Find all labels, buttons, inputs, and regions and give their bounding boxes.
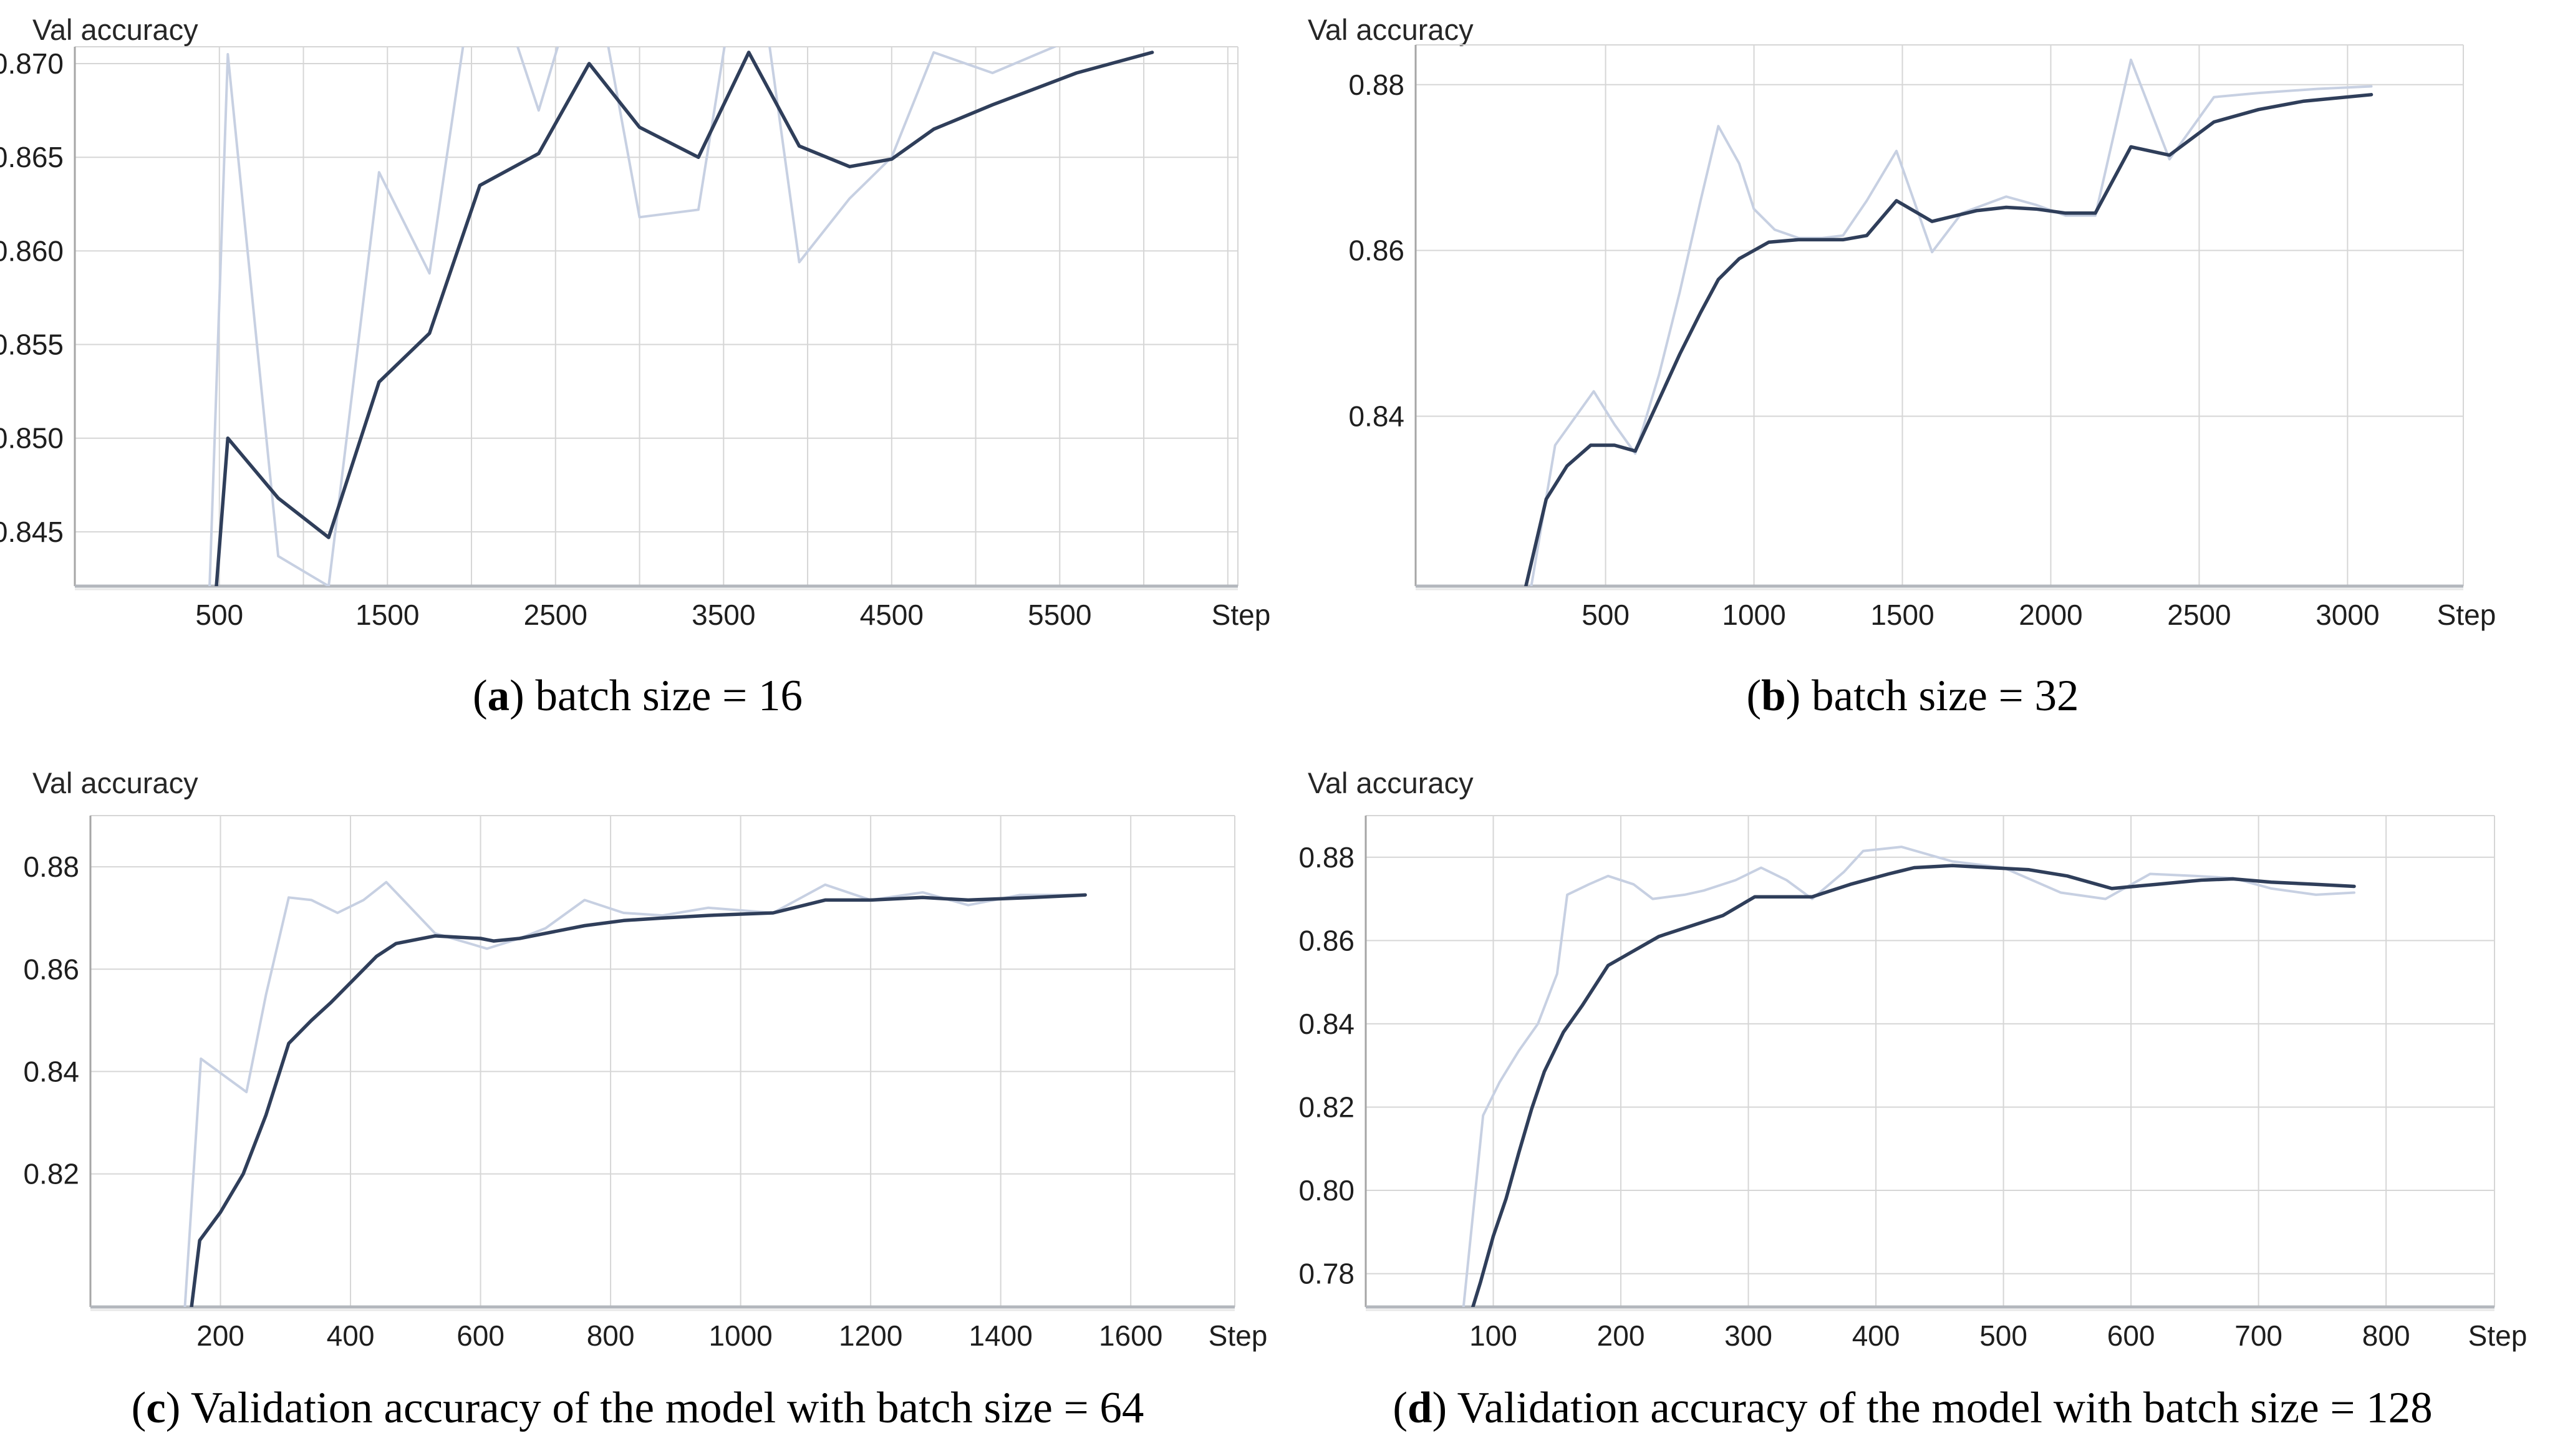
- smoothed-accuracy-line: [1471, 864, 2356, 1307]
- caption-letter: c: [146, 1384, 166, 1432]
- y-tick-label: 0.865: [0, 141, 64, 173]
- y-tick-label: 0.84: [1348, 400, 1404, 433]
- y-tick-label: 0.855: [0, 329, 64, 361]
- raw-accuracy-line: [208, 47, 1058, 586]
- y-tick-label: 0.88: [1348, 69, 1404, 101]
- y-tick-label: 0.86: [1298, 924, 1355, 957]
- x-tick-label: 400: [327, 1319, 375, 1352]
- x-tick-label: 500: [1979, 1319, 2027, 1352]
- raw-accuracy-line: [1530, 58, 2373, 586]
- smoothed-accuracy-line: [215, 51, 1154, 586]
- caption-letter: a: [487, 672, 510, 720]
- x-tick-label: 5500: [1028, 599, 1091, 631]
- x-tick-label: 400: [1852, 1319, 1900, 1352]
- caption-text: ) batch size = 32: [1785, 672, 2079, 720]
- y-tick-label: 0.88: [1298, 841, 1355, 874]
- x-tick-label: 3000: [2316, 599, 2379, 631]
- y-tick-label: 0.82: [23, 1158, 79, 1190]
- x-axis-unit-label: Step: [2468, 1319, 2528, 1352]
- x-tick-label: 1000: [1722, 599, 1785, 631]
- caption-letter: d: [1408, 1384, 1432, 1432]
- y-tick-label: 0.78: [1298, 1258, 1355, 1290]
- x-tick-label: 800: [2362, 1319, 2410, 1352]
- x-axis-unit-label: Step: [2437, 599, 2496, 631]
- chart-b: Val accuracy 0.84 0.86 0.88 500 1000 1500 2000…: [1275, 0, 2550, 736]
- caption-open: (: [1746, 672, 1762, 720]
- y-tick-label: 0.84: [1298, 1008, 1355, 1040]
- y-tick-label: 0.870: [0, 47, 64, 80]
- x-tick-label: 300: [1724, 1319, 1772, 1352]
- x-tick-label: 600: [456, 1319, 505, 1352]
- y-tick-label: 0.88: [23, 851, 79, 883]
- chart-c-plot: 0.82 0.84 0.86 0.88 200 400 600 800 1000 1200 1400…: [23, 815, 1268, 1352]
- y-tick-label: 0.82: [1298, 1091, 1355, 1123]
- raw-accuracy-line: [1462, 846, 2355, 1307]
- x-tick-label: 200: [196, 1319, 244, 1352]
- x-tick-label: 1600: [1099, 1319, 1162, 1352]
- chart-a: Val accuracy 0.8450.8500.8550.8600.8650.…: [0, 0, 1275, 736]
- x-tick-label: 4500: [860, 599, 924, 631]
- x-tick-label: 100: [1469, 1319, 1517, 1352]
- chart-c: Val accuracy 0.82 0.84 0.86 0.88 200 400 600 80…: [0, 736, 1275, 1456]
- x-tick-label: 700: [2234, 1319, 2282, 1352]
- chart-b-title: Val accuracy: [1308, 13, 1474, 46]
- x-axis-unit-label: Step: [1209, 1319, 1268, 1352]
- caption-open: (: [131, 1384, 147, 1432]
- x-axis-unit-label: Step: [1212, 599, 1271, 631]
- caption-text: ) batch size = 16: [510, 672, 803, 720]
- y-tick-label: 0.86: [1348, 234, 1404, 267]
- y-tick-label: 0.845: [0, 516, 64, 548]
- chart-c-caption: (c) Validation accuracy of the model wit…: [0, 1383, 1275, 1434]
- x-tick-label: 2000: [2019, 599, 2082, 631]
- x-tick-label: 500: [195, 599, 243, 631]
- chart-b-caption: (b) batch size = 32: [1275, 671, 2550, 721]
- x-tick-label: 1500: [1870, 599, 1934, 631]
- y-tick-label: 0.86: [23, 953, 79, 985]
- caption-text: ) Validation accuracy of the model with …: [165, 1384, 1144, 1432]
- chart-d-caption: (d) Validation accuracy of the model wit…: [1275, 1383, 2550, 1434]
- chart-d-plot: 0.78 0.80 0.82 0.84 0.86 0.88 100 200 300 400 500 6…: [1298, 815, 2528, 1352]
- smoothed-accuracy-line: [1524, 93, 2374, 586]
- chart-c-title: Val accuracy: [32, 766, 198, 799]
- y-tick-label: 0.84: [23, 1055, 79, 1087]
- x-tick-label: 500: [1582, 599, 1630, 631]
- x-tick-label: 1400: [968, 1319, 1032, 1352]
- x-tick-label: 800: [587, 1319, 635, 1352]
- chart-b-plot: 0.84 0.86 0.88 500 1000 1500 2000 2500 3000 Step: [1348, 44, 2496, 631]
- x-tick-label: 2500: [2167, 599, 2231, 631]
- y-tick-label: 0.850: [0, 422, 64, 455]
- chart-a-title: Val accuracy: [32, 13, 198, 46]
- x-tick-label: 600: [2107, 1319, 2155, 1352]
- x-tick-label: 200: [1597, 1319, 1645, 1352]
- caption-open: (: [1393, 1384, 1408, 1432]
- chart-a-plot: 0.845 0.850 0.855 0.860 0.865 0.870 500 1500 250…: [0, 46, 1271, 631]
- y-tick-label: 0.860: [0, 234, 64, 267]
- raw-accuracy-line: [183, 880, 1087, 1307]
- caption-letter: b: [1761, 672, 1786, 720]
- smoothed-accuracy-line: [190, 893, 1087, 1307]
- x-tick-label: 1000: [708, 1319, 772, 1352]
- x-tick-label: 1200: [839, 1319, 902, 1352]
- caption-text: ) Validation accuracy of the model with …: [1432, 1384, 2433, 1432]
- chart-a-caption: (a) batch size = 16: [0, 671, 1275, 721]
- y-tick-label: 0.80: [1298, 1174, 1355, 1207]
- x-tick-label: 1500: [355, 599, 419, 631]
- x-tick-label: 2500: [524, 599, 587, 631]
- chart-d-title: Val accuracy: [1308, 766, 1474, 799]
- x-tick-label: 3500: [692, 599, 755, 631]
- chart-d: Val accuracy 0.78 0.80 0.82 0.84 0.86 0.88 100…: [1275, 736, 2550, 1456]
- caption-open: (: [473, 672, 488, 720]
